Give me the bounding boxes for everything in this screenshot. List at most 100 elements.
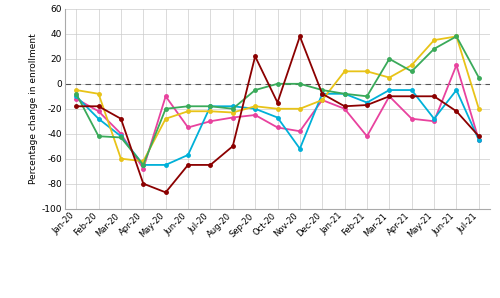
UK	[386, 94, 392, 98]
UK	[342, 105, 347, 108]
France	[140, 167, 146, 170]
Germany	[319, 92, 325, 96]
Italy	[140, 159, 146, 163]
Germany	[431, 117, 437, 120]
Italy	[297, 107, 303, 111]
France	[162, 94, 168, 98]
Germany	[476, 138, 482, 142]
Italy	[476, 107, 482, 111]
Italy	[274, 107, 280, 111]
Italy	[230, 111, 236, 114]
France	[252, 113, 258, 117]
France	[297, 129, 303, 133]
France	[454, 63, 460, 67]
France	[408, 117, 414, 120]
Spain	[431, 47, 437, 51]
France	[342, 107, 347, 111]
France	[431, 119, 437, 123]
Germany	[364, 101, 370, 104]
France	[364, 134, 370, 138]
Germany	[140, 163, 146, 167]
UK	[454, 109, 460, 113]
France	[208, 119, 214, 123]
Spain	[386, 57, 392, 61]
UK	[476, 134, 482, 138]
UK	[185, 163, 191, 167]
Germany	[73, 94, 79, 98]
UK	[364, 103, 370, 107]
Germany	[118, 134, 124, 138]
Spain	[73, 92, 79, 96]
Germany	[185, 153, 191, 157]
Italy	[364, 69, 370, 73]
UK	[96, 105, 102, 108]
Spain	[208, 105, 214, 108]
France	[96, 109, 102, 113]
Spain	[96, 134, 102, 138]
Spain	[364, 94, 370, 98]
UK	[252, 55, 258, 58]
Italy	[408, 63, 414, 67]
Line: Italy: Italy	[74, 35, 480, 163]
Italy	[118, 157, 124, 160]
Germany	[454, 88, 460, 92]
Spain	[454, 35, 460, 38]
Spain	[185, 105, 191, 108]
France	[230, 116, 236, 119]
Spain	[476, 76, 482, 79]
UK	[319, 92, 325, 96]
Spain	[274, 82, 280, 86]
UK	[408, 94, 414, 98]
Spain	[162, 107, 168, 111]
Germany	[297, 147, 303, 150]
Italy	[208, 109, 214, 113]
Germany	[386, 88, 392, 92]
UK	[274, 101, 280, 104]
France	[319, 98, 325, 102]
Y-axis label: Percentage change in enrollment: Percentage change in enrollment	[28, 33, 38, 184]
Germany	[208, 105, 214, 108]
Italy	[431, 38, 437, 42]
Spain	[118, 136, 124, 139]
Italy	[386, 76, 392, 79]
UK	[208, 163, 214, 167]
UK	[431, 94, 437, 98]
France	[476, 138, 482, 142]
Italy	[162, 117, 168, 120]
Germany	[252, 107, 258, 111]
UK	[297, 35, 303, 38]
France	[118, 132, 124, 136]
France	[386, 94, 392, 98]
Spain	[140, 163, 146, 167]
Germany	[96, 117, 102, 120]
Germany	[342, 92, 347, 96]
Italy	[252, 105, 258, 108]
Spain	[252, 88, 258, 92]
Legend: France, Germany, Italy, Spain, UK: France, Germany, Italy, Spain, UK	[129, 297, 426, 298]
UK	[162, 191, 168, 194]
Italy	[454, 35, 460, 38]
France	[274, 126, 280, 129]
Italy	[342, 69, 347, 73]
France	[73, 97, 79, 101]
Italy	[96, 92, 102, 96]
Italy	[319, 98, 325, 102]
UK	[140, 182, 146, 185]
UK	[118, 117, 124, 120]
Germany	[162, 163, 168, 167]
UK	[230, 145, 236, 148]
Spain	[342, 92, 347, 96]
Italy	[185, 109, 191, 113]
Germany	[408, 88, 414, 92]
Italy	[73, 88, 79, 92]
Germany	[274, 116, 280, 119]
Spain	[408, 69, 414, 73]
Spain	[297, 82, 303, 86]
Line: Germany: Germany	[74, 88, 480, 167]
Germany	[230, 105, 236, 108]
France	[185, 126, 191, 129]
Line: UK: UK	[74, 35, 480, 194]
Line: France: France	[74, 63, 480, 170]
UK	[73, 105, 79, 108]
Spain	[230, 107, 236, 111]
